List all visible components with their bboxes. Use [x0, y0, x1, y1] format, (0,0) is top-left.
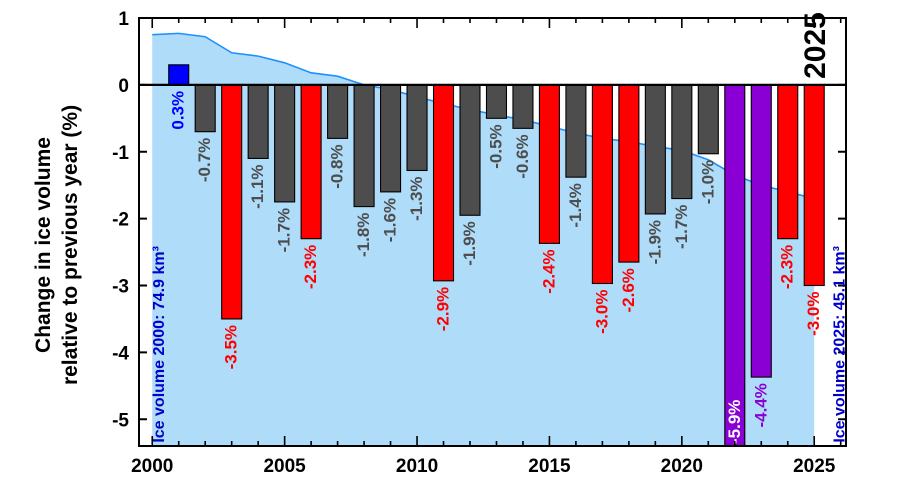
- bar-label-2006: -2.3%: [301, 245, 320, 289]
- bar-label-2014: -0.6%: [513, 134, 532, 178]
- x-tick-label-2000: 2000: [131, 456, 173, 477]
- bar-2023: [750, 84, 772, 378]
- bar-2020: [671, 84, 693, 200]
- bar-2011: [432, 84, 455, 282]
- bar-label-2002: -0.7%: [195, 138, 214, 182]
- bar-2025: [803, 84, 825, 287]
- bar-label-2016: -1.4%: [566, 183, 585, 227]
- bar-2018: [618, 84, 640, 263]
- bar-label-2001: 0.3%: [169, 91, 188, 130]
- bar-2002: [194, 84, 216, 133]
- bar-2015: [538, 84, 560, 244]
- x-tick-label-2020: 2020: [661, 456, 703, 477]
- x-tick-label-2010: 2010: [396, 456, 438, 477]
- y-axis-title-line2: relative to previous year (%): [59, 105, 82, 385]
- bar-2024: [777, 84, 799, 240]
- y-tick-label--2: -2: [112, 210, 129, 231]
- bar-2003: [221, 84, 243, 320]
- bar-label-2012: -1.9%: [460, 221, 479, 265]
- x-tick-label-2005: 2005: [263, 456, 306, 477]
- y-tick-label--1: -1: [112, 143, 129, 164]
- bar-2021: [697, 84, 719, 155]
- bar-2001: [168, 64, 190, 86]
- bar-2007: [327, 84, 349, 139]
- bar-2012: [459, 84, 481, 216]
- x-tick-label-2015: 2015: [528, 456, 571, 477]
- bar-label-2019: -1.9%: [645, 220, 664, 264]
- bar-2004: [247, 84, 269, 159]
- bar-label-2009: -1.6%: [381, 198, 400, 242]
- start-volume-label: Ice volume 2000: 74.9 km³: [151, 246, 168, 443]
- bar-label-2025: -3.0%: [804, 292, 823, 336]
- bar-2005: [274, 84, 296, 203]
- bar-2013: [485, 84, 508, 119]
- bar-2017: [591, 84, 613, 285]
- bar-label-2015: -2.4%: [539, 249, 558, 293]
- plot-area: 0.3%-0.7%-3.5%-1.1%-1.7%-2.3%-0.8%-1.8% -…: [112, 9, 849, 477]
- x-tick-label-2025: 2025: [793, 456, 836, 477]
- bar-label-2020: -1.7%: [672, 205, 691, 249]
- bar-label-2021: -1.0%: [698, 160, 717, 204]
- bar-2014: [512, 84, 534, 129]
- bar-label-2007: -0.8%: [328, 144, 347, 188]
- end-volume-label: Ice volume 2025: 45.1 km³: [832, 246, 849, 443]
- bar-label-2023: -4.4%: [751, 383, 770, 427]
- bar-label-2017: -3.0%: [592, 289, 611, 333]
- bar-2008: [353, 84, 375, 208]
- y-tick-label--4: -4: [112, 343, 129, 364]
- bar-label-2022: -5.9%: [725, 400, 744, 444]
- ice-volume-line: [152, 32, 815, 200]
- highlight-year-label: 2025: [799, 12, 832, 79]
- y-axis-title-line1: Change in ice volume: [32, 137, 55, 353]
- bar-label-2024: -2.3%: [778, 245, 797, 289]
- bar-label-2005: -1.7%: [275, 208, 294, 252]
- y-tick-label-1: 1: [118, 9, 129, 30]
- y-tick-label--3: -3: [112, 277, 129, 298]
- bar-2016: [565, 84, 587, 178]
- bar-2010: [406, 84, 428, 172]
- bar-2006: [300, 84, 322, 240]
- bar-label-2010: -1.3%: [407, 176, 426, 220]
- bar-2009: [380, 84, 402, 193]
- bar-2019: [644, 84, 666, 215]
- bar-label-2013: -0.5%: [486, 124, 505, 168]
- bar-label-2011: -2.9%: [434, 287, 453, 331]
- y-tick-label-0: 0: [118, 76, 129, 97]
- bar-label-2008: -1.8%: [354, 213, 373, 257]
- plot-frame: [138, 17, 847, 447]
- y-tick-label--5: -5: [112, 410, 129, 431]
- bar-label-2003: -3.5%: [222, 325, 241, 369]
- bar-label-2004: -1.1%: [248, 164, 267, 208]
- bar-label-2018: -2.6%: [619, 268, 638, 312]
